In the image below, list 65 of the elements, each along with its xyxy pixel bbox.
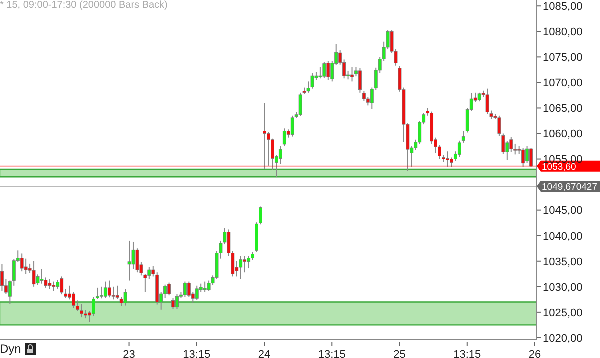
y-tick-label: 1060,00 [543, 128, 583, 141]
candlestick [282, 128, 286, 148]
candlestick [350, 66, 354, 82]
candlestick [278, 146, 282, 165]
candlestick [446, 151, 450, 168]
candlestick [263, 102, 266, 170]
candlestick [362, 90, 366, 102]
candlestick [239, 256, 243, 280]
x-tick-label: 23 [123, 349, 136, 358]
y-tick-label: 1040,00 [543, 230, 583, 243]
candlestick [243, 256, 247, 274]
candlestick [112, 286, 116, 300]
candlestick [24, 258, 28, 275]
candlestick [100, 286, 104, 300]
candlestick [195, 285, 199, 301]
candlestick [176, 294, 179, 310]
candlestick [290, 115, 294, 138]
x-tick-label: 24 [258, 349, 271, 358]
chart-title: * 15, 09:00-17:30 (200000 Bars Back) [0, 0, 168, 11]
candlestick [60, 276, 64, 296]
candlestick [168, 282, 171, 296]
candlestick [358, 68, 362, 94]
y-tick-label: 1030,00 [543, 282, 583, 294]
y-tick-label: 1080,00 [543, 26, 583, 39]
text: Dyn [0, 342, 22, 356]
candlestick [104, 281, 108, 299]
y-tick-label: 1065,00 [543, 103, 583, 116]
candlestick [267, 132, 270, 166]
y-tick-label: 1045,00 [543, 205, 583, 218]
y-tick-label: 1075,00 [543, 52, 583, 64]
candlestick [48, 278, 52, 290]
candlestick [298, 92, 302, 117]
candlestick [80, 304, 84, 318]
candlestick [128, 240, 132, 282]
y-tick-label: 1025,00 [543, 307, 583, 320]
y-tick-label: 1085,00 [543, 1, 583, 14]
candlestick [318, 66, 322, 80]
candlestick [247, 256, 251, 270]
candlestick [32, 260, 36, 288]
candlestick [92, 296, 96, 318]
x-tick-label: 13:15 [183, 349, 211, 358]
y-tick-label: 1035,00 [543, 256, 583, 268]
x-tick-label: 13:15 [454, 349, 482, 358]
candlestick [96, 287, 100, 300]
candlestick [203, 281, 207, 293]
candlestick [530, 148, 533, 168]
candlestick [526, 146, 529, 164]
candlestick [52, 281, 56, 292]
x-tick-label: 26 [528, 349, 542, 358]
candlestick [172, 298, 175, 310]
candlestick [183, 281, 187, 298]
candlestick [0, 264, 4, 292]
candlestick [40, 268, 44, 284]
candlestick [522, 148, 526, 168]
candlestick [108, 280, 112, 298]
ref-line-label: 1049,670427 [542, 182, 598, 193]
candlestick [326, 60, 330, 81]
x-tick-label: 13:15 [318, 349, 346, 358]
candlestick [20, 253, 24, 272]
y-tick-label: 1070,00 [543, 78, 583, 90]
y-tick-label: 1020,00 [543, 332, 583, 345]
candlestick [310, 73, 314, 90]
candlestick [124, 288, 128, 306]
candlestick [322, 62, 326, 79]
x-tick-label: 25 [394, 349, 406, 358]
